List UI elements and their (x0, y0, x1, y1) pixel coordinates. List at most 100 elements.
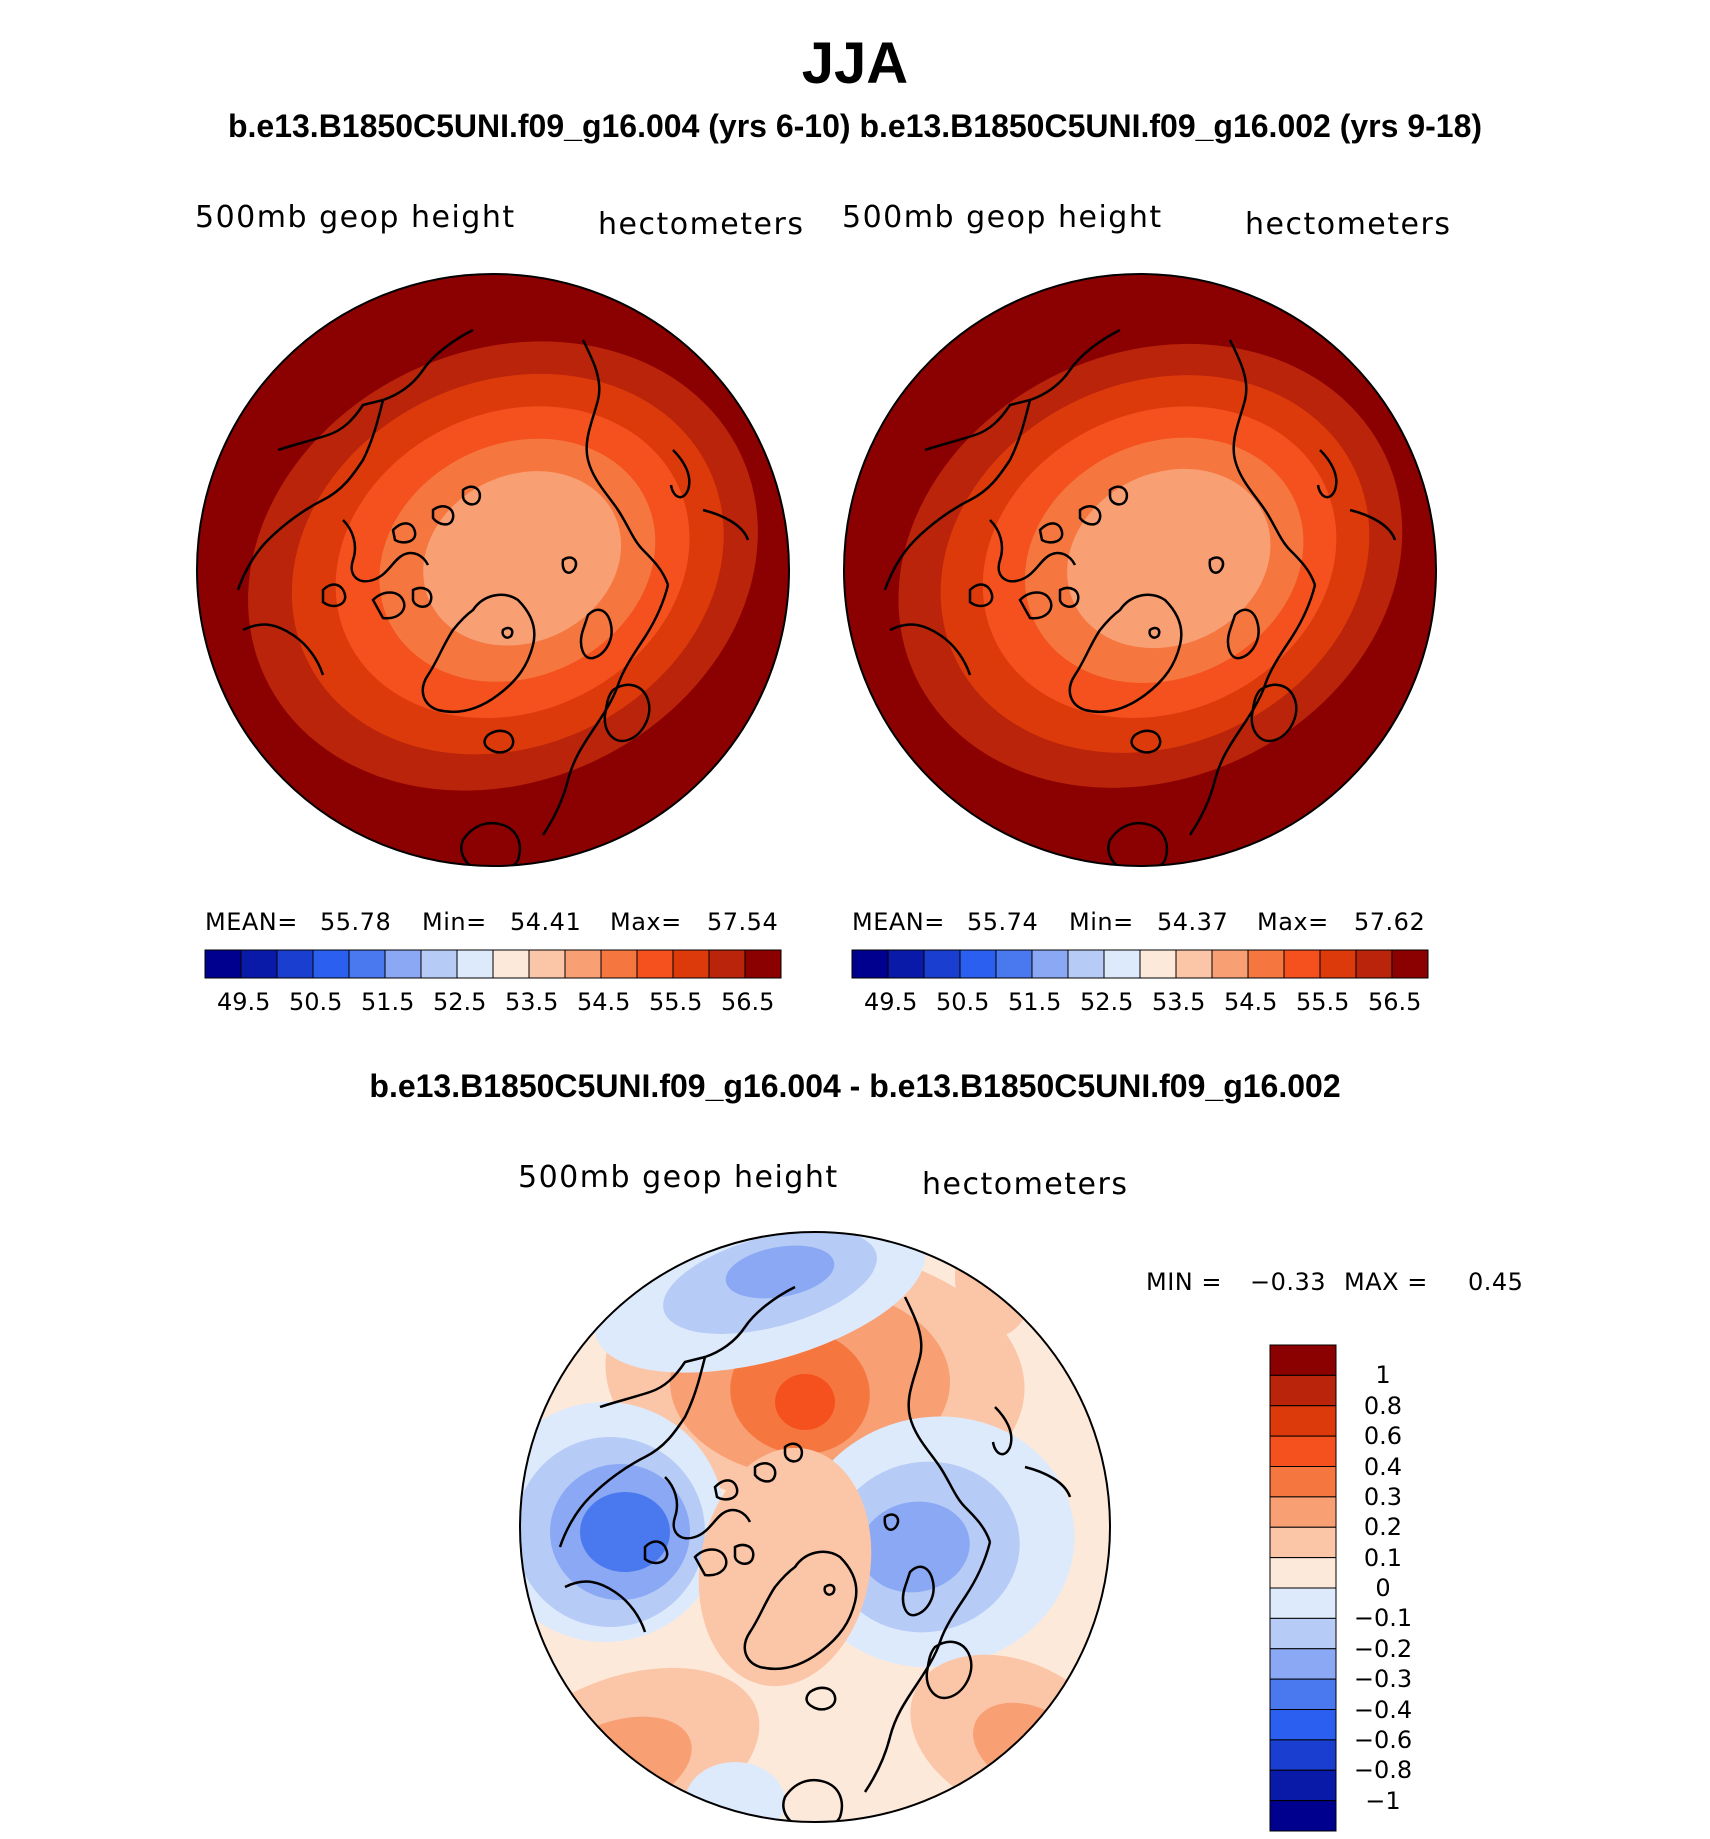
panel2-colorbar-tick-label: 54.5 (1224, 988, 1278, 1016)
panel3-colorbar-swatch (1269, 1466, 1337, 1498)
panel1-min-label: Min= (422, 908, 487, 936)
panel3-colorbar-tick-label: 0 (1375, 1574, 1391, 1602)
panel2-colorbar-swatch (1103, 949, 1141, 979)
panel3-colorbar-swatch (1269, 1435, 1337, 1467)
panel3-variable-label: 500mb geop height (518, 1160, 839, 1195)
panel3-colorbar-swatch (1269, 1617, 1337, 1650)
panel2-contour-band (1067, 468, 1271, 649)
panel3-anomaly-band (580, 1492, 670, 1572)
panel1-units-label: hectometers (598, 207, 805, 242)
panel3-colorbar-swatch (1269, 1405, 1337, 1437)
panel3-colorbar-tick-label: 0.4 (1363, 1452, 1403, 1481)
panel3-map (520, 1232, 1110, 1822)
panel1-colorbar-swatch (420, 949, 458, 979)
panel3-colorbar-tick-label: 1 (1375, 1361, 1391, 1390)
panel1-colorbar-swatch (240, 949, 278, 979)
panel2-colorbar-swatch (923, 949, 961, 979)
difference-title: b.e13.B1850C5UNI.f09_g16.004 - b.e13.B18… (369, 1068, 1341, 1104)
panel3-anomaly-band (775, 1374, 835, 1430)
panel1-colorbar-tick-label: 54.5 (577, 988, 631, 1016)
panel3-anomaly-band (698, 1447, 872, 1687)
panel1-colorbar-tick-label: 51.5 (361, 988, 415, 1016)
panel1-colorbar-swatch (384, 949, 422, 979)
panel1-colorbar-tick-label: 55.5 (649, 988, 703, 1016)
panel3-map-border (519, 1231, 1111, 1823)
panel2-map (844, 274, 1436, 866)
panel3-colorbar-tick-label: 0.1 (1363, 1543, 1403, 1572)
panel2-colorbar-swatch (959, 949, 997, 979)
panel1-colorbar-tick-label: 52.5 (433, 988, 487, 1016)
panel1-colorbar-swatch (708, 949, 746, 979)
panel3-colorbar-tick-label: 0.2 (1363, 1513, 1403, 1542)
panel2-colorbar-tick-label: 50.5 (936, 988, 990, 1016)
panel1-colorbar-swatch (744, 949, 782, 979)
panel3-colorbar-swatch (1269, 1587, 1337, 1619)
panel2-colorbar-swatch (1211, 949, 1249, 979)
panel3-colorbar-tick-label: 0.3 (1363, 1482, 1403, 1511)
panel1-colorbar-swatch (636, 949, 674, 979)
panel2-colorbar-swatch (1139, 949, 1177, 979)
panel3-colorbar-swatch (1269, 1344, 1337, 1376)
panel3-colorbar-swatch (1269, 1800, 1337, 1832)
panel3-colorbar-tick-label: −0.6 (1353, 1725, 1413, 1754)
panel1-colorbar-swatch (276, 949, 314, 979)
panel3-anomaly-band (860, 1501, 970, 1593)
panel2-colorbar-tick-label: 55.5 (1296, 988, 1350, 1016)
panel3-colorbar-tick-label: 0.6 (1363, 1422, 1403, 1451)
panel2-max-value: 57.62 (1354, 908, 1426, 936)
panel2-colorbar-swatch (995, 949, 1033, 979)
panel2-colorbar-swatch (851, 949, 889, 979)
panel1-colorbar-swatch (672, 949, 710, 979)
panel3-colorbar-swatch (1269, 1496, 1337, 1528)
panel3-anomaly-band (725, 1245, 835, 1299)
panel2-colorbar-tick-label: 49.5 (864, 988, 918, 1016)
panel1-colorbar-swatch (348, 949, 386, 979)
panel3-colorbar-tick-label: −0.2 (1353, 1634, 1413, 1663)
panel1-max-value: 57.54 (707, 908, 779, 936)
subtitle: b.e13.B1850C5UNI.f09_g16.004 (yrs 6-10) … (227, 108, 1483, 144)
panel2-mean-label: MEAN= (852, 908, 945, 936)
panel2-map-border (843, 273, 1437, 867)
panel1-max-label: Max= (610, 908, 682, 936)
panel3-colorbar-swatch (1269, 1526, 1337, 1559)
panel2-max-label: Max= (1257, 908, 1329, 936)
panel1-colorbar-swatch (564, 949, 602, 979)
panel1-contour-band (423, 471, 622, 646)
panel3-max-label: MAX = (1344, 1268, 1428, 1296)
panel2-mean-value: 55.74 (967, 908, 1039, 936)
panel2-colorbar-swatch (1175, 949, 1213, 979)
panel1-colorbar-tick-label: 56.5 (721, 988, 775, 1016)
panel1-colorbar-swatch (528, 949, 566, 979)
panel3-min-value: −0.33 (1250, 1268, 1327, 1296)
panel1-colorbar-tick-label: 50.5 (289, 988, 343, 1016)
panel1-colorbar-swatch (456, 949, 494, 979)
panel3-colorbar-tick-label: −0.1 (1353, 1604, 1413, 1633)
panel3-colorbar-tick-label: −0.3 (1353, 1665, 1413, 1694)
panel3-colorbar-swatch (1269, 1557, 1337, 1589)
panel3-colorbar-swatch (1269, 1678, 1337, 1710)
panel2-min-label: Min= (1069, 908, 1134, 936)
panel2-colorbar-swatch (1283, 949, 1321, 979)
panel2-colorbar-tick-label: 52.5 (1080, 988, 1134, 1016)
panel2-colorbar-swatch (1391, 949, 1429, 979)
panel1-colorbar-tick-label: 49.5 (217, 988, 271, 1016)
panel2-colorbar-tick-label: 51.5 (1008, 988, 1062, 1016)
panel2-colorbar-swatch (1247, 949, 1285, 979)
panel2-colorbar-tick-label: 56.5 (1368, 988, 1422, 1016)
panel1-map-border (196, 273, 790, 867)
panel1-variable-label: 500mb geop height (195, 200, 516, 235)
panel1-colorbar-swatch (204, 949, 242, 979)
panel2-colorbar-swatch (1067, 949, 1105, 979)
panel3-units-label: hectometers (922, 1167, 1129, 1202)
panel3-colorbar-tick-label: −1 (1365, 1786, 1401, 1815)
panel2-units-label: hectometers (1245, 207, 1452, 242)
panel1-map (197, 274, 789, 866)
panel3-colorbar-swatch (1269, 1769, 1337, 1802)
panel2-min-value: 54.37 (1157, 908, 1229, 936)
panel1-mean-value: 55.78 (320, 908, 392, 936)
panel3-colorbar-tick-label: −0.4 (1353, 1695, 1413, 1724)
panel2-colorbar-swatch (1319, 949, 1357, 979)
panel3-max-value: 0.45 (1468, 1268, 1524, 1296)
panel1-colorbar-swatch (492, 949, 530, 979)
panel3-colorbar-swatch (1269, 1648, 1337, 1680)
